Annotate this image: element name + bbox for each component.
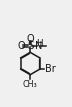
Text: S: S	[27, 41, 34, 51]
Text: O: O	[17, 41, 25, 51]
Text: CH₃: CH₃	[23, 80, 38, 89]
Text: N: N	[35, 41, 43, 51]
Text: O: O	[26, 34, 34, 44]
Text: Br: Br	[45, 64, 55, 74]
Text: H: H	[36, 39, 43, 48]
